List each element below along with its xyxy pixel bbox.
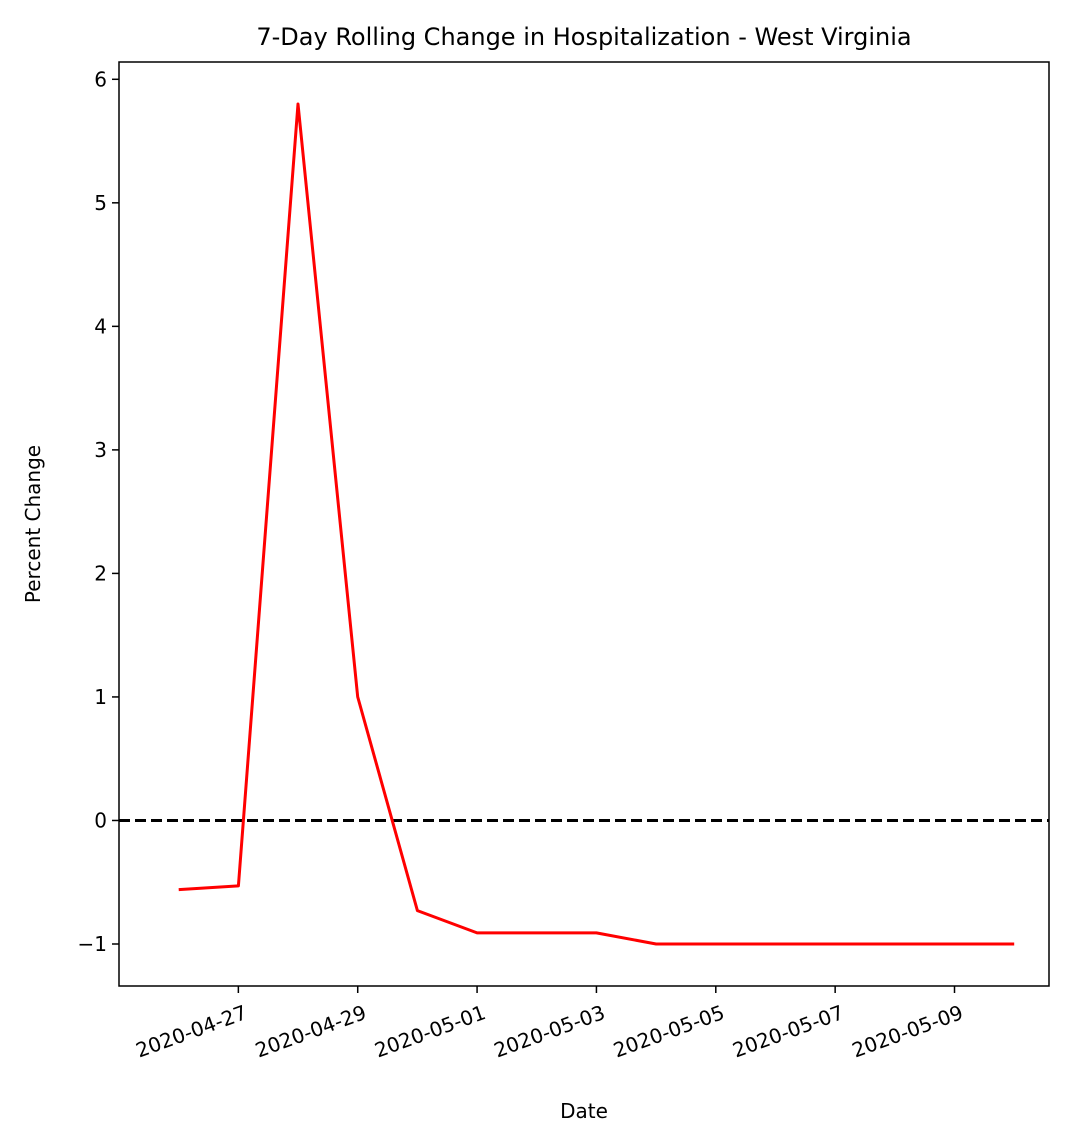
y-tick-label: 3 xyxy=(94,438,107,462)
y-tick-label: 2 xyxy=(94,561,107,585)
y-tick-label: −1 xyxy=(78,932,107,956)
x-tick-label: 2020-04-27 xyxy=(133,1000,250,1062)
series-line-0 xyxy=(178,102,1015,946)
y-axis: −1 0 1 2 3 4 5 6 xyxy=(78,67,119,956)
y-tick-label: 4 xyxy=(94,314,107,338)
x-tick-label: 2020-05-03 xyxy=(491,1000,608,1062)
chart-title: 7-Day Rolling Change in Hospitalization … xyxy=(256,23,911,51)
x-tick-label: 2020-05-05 xyxy=(610,1000,727,1062)
x-tick-label: 2020-05-01 xyxy=(371,1000,488,1062)
x-axis: 2020-04-27 2020-04-29 2020-05-01 2020-05-03… xyxy=(133,986,966,1062)
x-tick-label: 2020-05-09 xyxy=(849,1000,966,1062)
y-tick-label: 5 xyxy=(94,191,107,215)
x-tick-label: 2020-04-29 xyxy=(252,1000,369,1062)
y-tick-label: 0 xyxy=(94,808,107,832)
x-axis-label: Date xyxy=(560,1099,608,1123)
axes-frame xyxy=(118,61,1050,987)
y-tick-label: 1 xyxy=(94,685,107,709)
y-tick-label: 6 xyxy=(94,67,107,91)
y-axis-label: Percent Change xyxy=(21,445,45,603)
x-tick-label: 2020-05-07 xyxy=(729,1000,846,1062)
plot-area xyxy=(119,102,1049,946)
